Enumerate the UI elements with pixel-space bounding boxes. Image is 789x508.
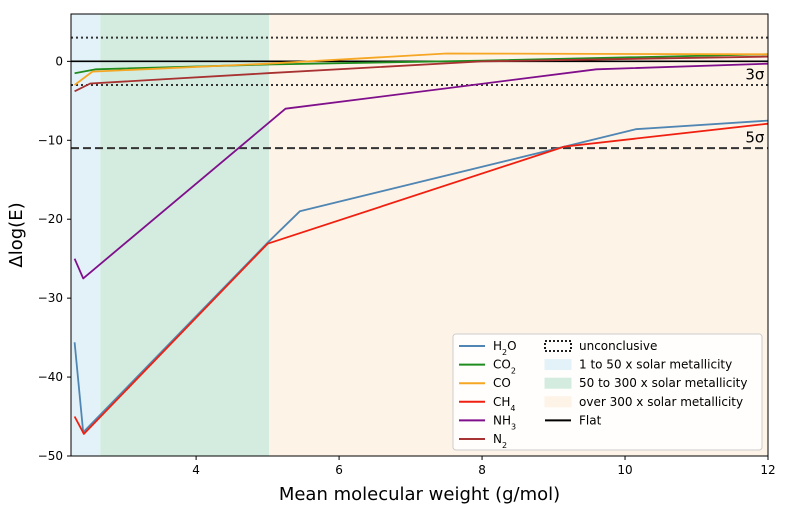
y-tick-label: −50 <box>38 449 63 463</box>
region-0 <box>71 14 101 456</box>
legend-label: H2O <box>493 339 517 357</box>
legend-label: unconclusive <box>579 339 657 353</box>
x-axis-title: Mean molecular weight (g/mol) <box>279 484 560 505</box>
legend-label: Flat <box>579 413 602 427</box>
x-tick-label: 6 <box>335 463 343 477</box>
x-tick-label: 12 <box>760 463 775 477</box>
series-line-0 <box>73 119 769 434</box>
legend-label: CO <box>493 376 511 390</box>
legend-label: 50 to 300 x solar metallicity <box>579 376 747 390</box>
sigma-label-1: 5σ <box>745 129 765 147</box>
legend-box <box>452 333 763 451</box>
x-tick-label: 8 <box>478 463 486 477</box>
legend-label: NH3 <box>493 413 516 431</box>
legend-swatch <box>544 359 572 371</box>
y-tick-label: −20 <box>38 212 63 226</box>
y-axis-title: Δlog(E) <box>6 202 27 267</box>
legend-label: 1 to 50 x solar metallicity <box>579 358 732 372</box>
series-line-5 <box>74 55 769 93</box>
legend-swatch <box>544 396 572 408</box>
y-tick-label: −10 <box>38 133 63 147</box>
axis-ticks: 4 6 8 10 12 −50 −40 −30 −20 −10 0 <box>38 54 776 477</box>
series-lines <box>73 52 769 435</box>
y-tick-label: −30 <box>38 291 63 305</box>
region-1 <box>100 14 270 456</box>
series-line-3 <box>73 122 769 435</box>
x-tick-label: 4 <box>192 463 200 477</box>
sigma-labels: 3σ 5σ <box>745 66 765 147</box>
sigma-label-0: 3σ <box>745 66 765 84</box>
y-tick-label: 0 <box>55 54 63 68</box>
legend-swatch <box>544 377 572 389</box>
plot-frame <box>70 13 769 457</box>
series-line-2 <box>74 52 769 86</box>
x-tick-label: 10 <box>617 463 632 477</box>
legend-label: CO2 <box>493 358 516 376</box>
y-tick-label: −40 <box>38 370 63 384</box>
legend-label: CH4 <box>493 395 516 413</box>
series-line-4 <box>73 62 769 280</box>
legend-label: over 300 x solar metallicity <box>579 395 743 409</box>
legend-swatch <box>544 340 572 352</box>
